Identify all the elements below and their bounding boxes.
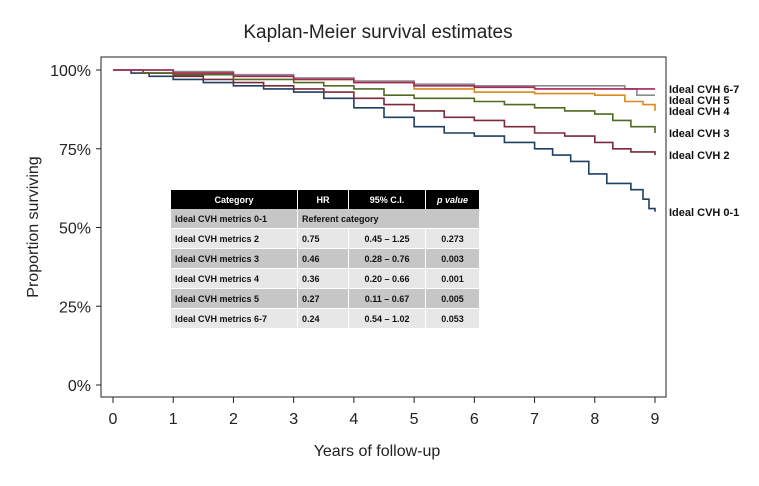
cell-ci: 0.11 – 0.67 — [348, 288, 426, 309]
table-row: Ideal CVH metrics 6-7 0.24 0.54 – 1.02 0… — [171, 308, 480, 329]
cell-p-value: 0.001 — [425, 268, 480, 289]
cell-ci: 0.54 – 1.02 — [348, 308, 426, 329]
header-ci: 95% C.I. — [348, 190, 426, 209]
y-axis: 0% 25% 50% 75% 100% — [50, 63, 101, 395]
table-row: Ideal CVH metrics 5 0.27 0.11 – 0.67 0.0… — [171, 288, 480, 309]
hazard-ratio-table: Category HR 95% C.I. p value Ideal CVH m… — [171, 190, 480, 329]
y-tick-label: 75% — [59, 142, 91, 159]
cell-p-value: 0.273 — [425, 228, 480, 249]
cell-category: Ideal CVH metrics 4 — [171, 268, 298, 289]
cell-category: Ideal CVH metrics 6-7 — [171, 308, 298, 329]
x-tick-label: 9 — [651, 411, 660, 428]
cell-p-value: 0.005 — [425, 288, 480, 309]
cell-ci: 0.20 – 0.66 — [348, 268, 426, 289]
header-hr: HR — [297, 190, 349, 209]
cell-ci: 0.45 – 1.25 — [348, 228, 426, 249]
table-row: Ideal CVH metrics 4 0.36 0.20 – 0.66 0.0… — [171, 268, 480, 289]
x-tick-label: 7 — [530, 411, 539, 428]
series-line-ideal-cvh-2 — [113, 69, 656, 156]
cell-hr: 0.24 — [297, 308, 349, 329]
cell-hr: 0.27 — [297, 288, 349, 309]
header-category: Category — [171, 190, 298, 209]
cell-category: Ideal CVH metrics 3 — [171, 248, 298, 269]
series-label: Ideal CVH 6-7 — [669, 84, 739, 96]
x-tick-label: 8 — [590, 411, 599, 428]
table-header-row: Category HR 95% C.I. p value — [171, 190, 480, 209]
table-row: Ideal CVH metrics 2 0.75 0.45 – 1.25 0.2… — [171, 228, 480, 249]
y-tick-label: 0% — [68, 378, 91, 395]
series-label: Ideal CVH 5 — [669, 95, 730, 107]
cell-hr: 0.46 — [297, 248, 349, 269]
cell-ci: 0.28 – 0.76 — [348, 248, 426, 269]
x-axis-label: Years of follow-up — [314, 443, 441, 460]
series-label: Ideal CVH 3 — [669, 128, 730, 140]
cell-p-value: 0.053 — [425, 308, 480, 329]
x-tick-label: 4 — [349, 411, 358, 428]
y-axis-label: Proportion surviving — [25, 156, 42, 297]
header-p-value-label: p value — [436, 194, 468, 205]
cell-category: Ideal CVH metrics 2 — [171, 228, 298, 249]
table-row: Ideal CVH metrics 3 0.46 0.28 – 0.76 0.0… — [171, 248, 480, 269]
series-line-ideal-cvh-6-7 — [113, 69, 655, 90]
series-label: Ideal CVH 4 — [669, 106, 730, 118]
table-row-referent: Ideal CVH metrics 0-1 Referent category — [171, 209, 480, 229]
cell-referent-note: Referent category — [297, 209, 480, 229]
header-p-value: p value — [425, 190, 480, 209]
series-lines — [113, 69, 656, 212]
cell-category: Ideal CVH metrics 5 — [171, 288, 298, 309]
x-tick-label: 0 — [109, 411, 118, 428]
cell-hr: 0.75 — [297, 228, 349, 249]
y-tick-label: 50% — [59, 221, 91, 238]
x-tick-label: 5 — [410, 411, 419, 428]
x-tick-label: 6 — [470, 411, 479, 428]
x-tick-label: 1 — [169, 411, 178, 428]
series-label: Ideal CVH 0-1 — [669, 207, 739, 219]
cell-hr: 0.36 — [297, 268, 349, 289]
x-tick-label: 2 — [229, 411, 238, 428]
y-tick-label: 100% — [50, 63, 91, 80]
cell-category: Ideal CVH metrics 0-1 — [171, 209, 298, 229]
x-axis: 0 1 2 3 4 5 6 7 8 9 — [109, 397, 660, 428]
chart-title: Kaplan-Meier survival estimates — [243, 22, 512, 43]
cell-p-value: 0.003 — [425, 248, 480, 269]
series-label: Ideal CVH 2 — [669, 150, 730, 162]
x-tick-label: 3 — [289, 411, 298, 428]
y-tick-label: 25% — [59, 299, 91, 316]
series-line-ideal-cvh-0-1 — [113, 69, 656, 212]
